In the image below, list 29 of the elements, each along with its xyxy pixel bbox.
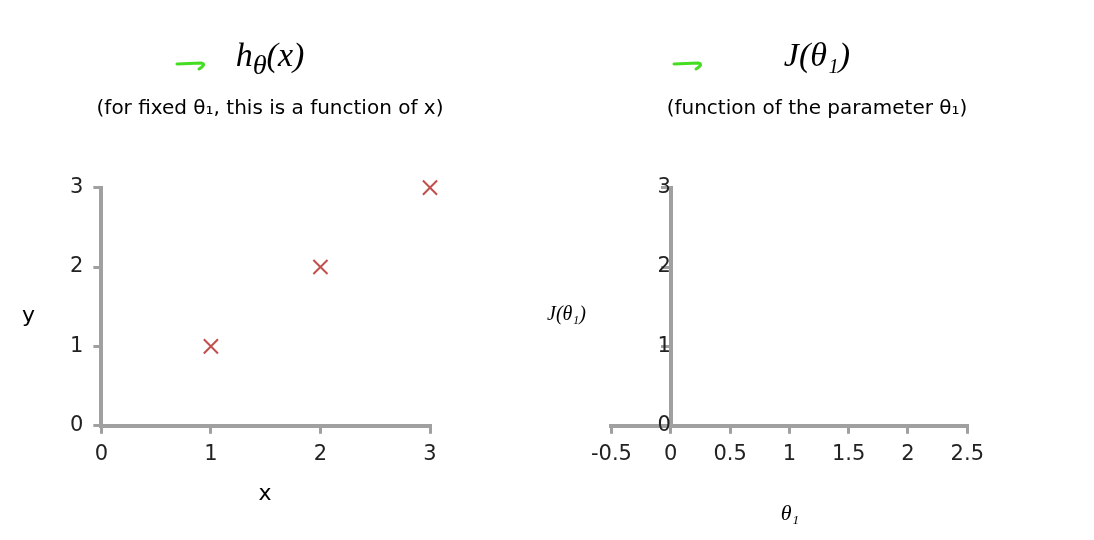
x-tick-label: 1.5 — [831, 440, 866, 465]
x-tick-label: 0 — [94, 440, 109, 465]
y-tick-label: 3 — [69, 174, 84, 199]
x-tick-label: 1 — [204, 440, 218, 465]
y-axis-title: J(θ₁) — [547, 302, 586, 325]
x-axis-title: θ₁ — [779, 500, 801, 526]
point — [421, 179, 439, 196]
x-tick-label: -0.5 — [591, 440, 632, 465]
chart-title: h$_{θ}$(x) — [234, 36, 306, 81]
chart-subtitle: (function of the parameter θ₁) — [665, 95, 969, 119]
x-tick-label: 0.5 — [713, 440, 747, 465]
x-axis-title: x — [257, 480, 273, 505]
chart-subtitle: (for fixed θ₁, this is a function of x) — [95, 95, 445, 119]
x-tick-label: 2.5 — [950, 440, 984, 465]
y-tick-label: 2 — [69, 253, 84, 278]
x-tick-label: 3 — [423, 440, 437, 465]
y-tick-label: 3 — [657, 174, 671, 199]
y-tick-label: 0 — [657, 412, 671, 437]
x-tick-label: 2 — [313, 440, 328, 465]
x-tick-label: 1 — [782, 440, 797, 465]
point — [202, 338, 219, 355]
y-tick-label: 1 — [69, 332, 84, 357]
y-tick-label: 0 — [69, 412, 84, 437]
chart-title: J(θ₁) — [782, 36, 852, 74]
x-tick-label: 2 — [901, 440, 915, 465]
y-axis-title: y — [22, 302, 36, 327]
y-tick-label: 1 — [657, 332, 671, 357]
y-tick-label: 2 — [657, 253, 671, 278]
point — [312, 258, 329, 276]
